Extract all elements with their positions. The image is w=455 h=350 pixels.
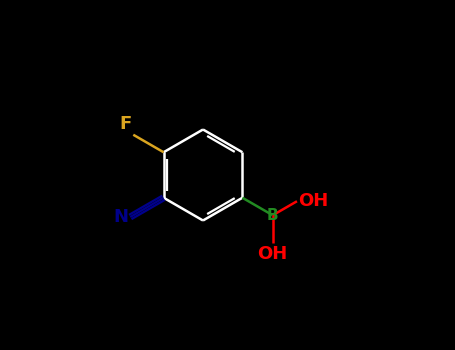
- Text: N: N: [113, 208, 128, 226]
- Text: B: B: [267, 208, 278, 223]
- Text: F: F: [119, 115, 131, 133]
- Text: OH: OH: [258, 245, 288, 262]
- Text: OH: OH: [298, 191, 329, 210]
